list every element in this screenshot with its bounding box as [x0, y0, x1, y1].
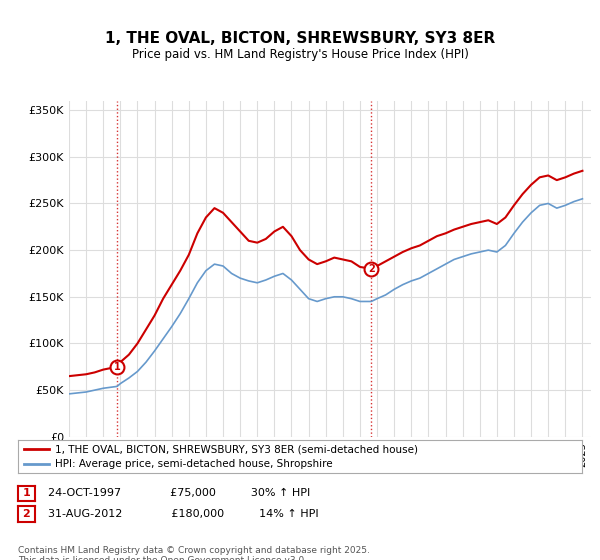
Text: 1, THE OVAL, BICTON, SHREWSBURY, SY3 8ER (semi-detached house): 1, THE OVAL, BICTON, SHREWSBURY, SY3 8ER… [55, 444, 418, 454]
Text: 1: 1 [23, 488, 30, 498]
Text: Contains HM Land Registry data © Crown copyright and database right 2025.
This d: Contains HM Land Registry data © Crown c… [18, 546, 370, 560]
Text: 1, THE OVAL, BICTON, SHREWSBURY, SY3 8ER: 1, THE OVAL, BICTON, SHREWSBURY, SY3 8ER [105, 31, 495, 46]
Text: 2: 2 [23, 509, 30, 519]
Text: Price paid vs. HM Land Registry's House Price Index (HPI): Price paid vs. HM Land Registry's House … [131, 48, 469, 60]
Text: HPI: Average price, semi-detached house, Shropshire: HPI: Average price, semi-detached house,… [55, 459, 332, 469]
Text: 1: 1 [114, 362, 121, 372]
Text: 31-AUG-2012              £180,000          14% ↑ HPI: 31-AUG-2012 £180,000 14% ↑ HPI [41, 509, 319, 519]
Text: 2: 2 [368, 264, 374, 274]
Text: 24-OCT-1997              £75,000          30% ↑ HPI: 24-OCT-1997 £75,000 30% ↑ HPI [41, 488, 310, 498]
